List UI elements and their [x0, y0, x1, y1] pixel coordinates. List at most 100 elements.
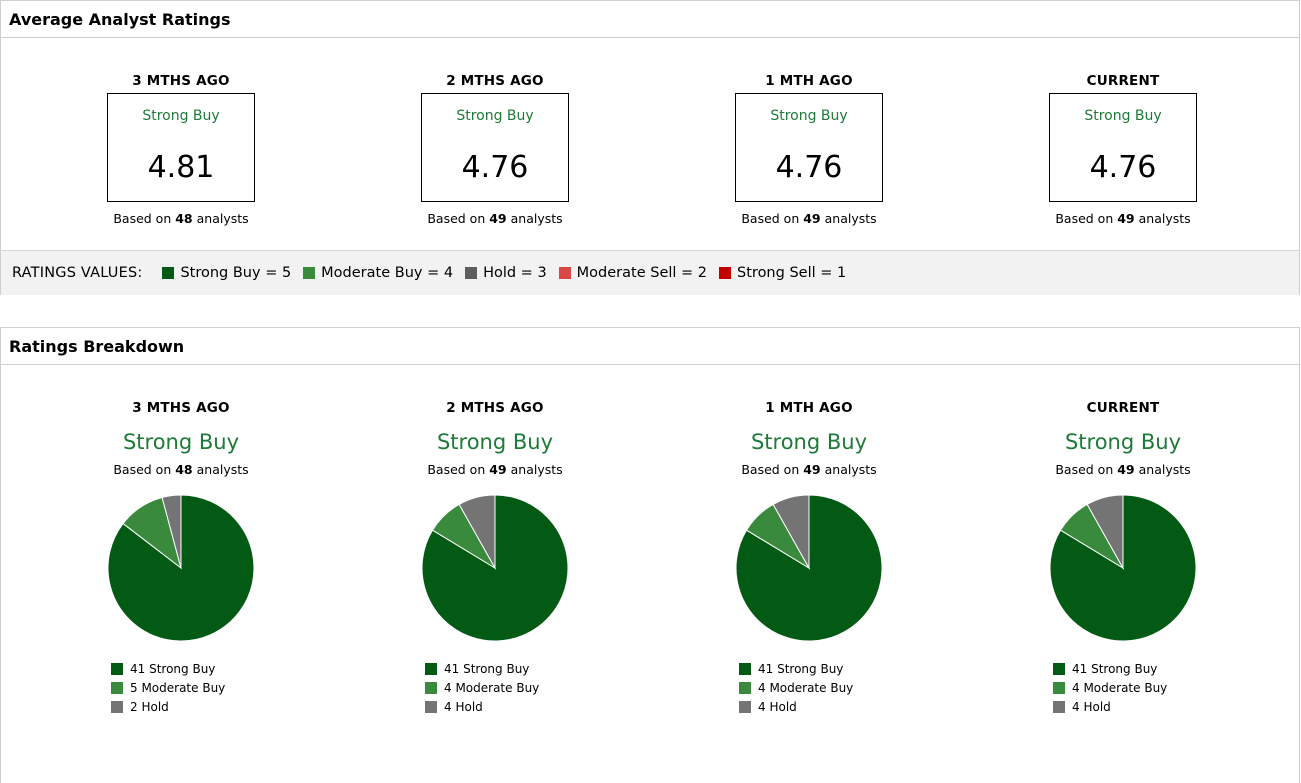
ratings-values-legend: RATINGS VALUES: Strong Buy = 5 Moderate … — [1, 250, 1299, 295]
based-on-text: Based on 49 analysts — [741, 211, 877, 226]
pie-legend-item: 5 Moderate Buy — [111, 678, 241, 697]
pie-legend: 41 Strong Buy 4 Moderate Buy 4 Hold — [1053, 659, 1183, 716]
rating-label: Strong Buy — [770, 108, 848, 124]
pie-legend: 41 Strong Buy 4 Moderate Buy 4 Hold — [425, 659, 555, 716]
ratings-breakdown-panel: Ratings Breakdown 3 MTHS AGO Strong Buy … — [0, 327, 1300, 783]
based-on-text: Based on 49 analysts — [1055, 211, 1191, 226]
pie-legend: 41 Strong Buy 5 Moderate Buy 2 Hold — [111, 659, 241, 716]
rating-box: Strong Buy 4.76 — [421, 93, 569, 202]
legend-swatch — [719, 267, 732, 279]
pie-legend-item: 4 Moderate Buy — [739, 678, 869, 697]
pie-legend-item: 4 Moderate Buy — [1053, 678, 1183, 697]
rating-label: Strong Buy — [456, 108, 534, 124]
analyst-count: 49 — [1117, 211, 1135, 226]
avg-period-col-3: CURRENT Strong Buy 4.76 Based on 49 anal… — [1003, 73, 1243, 226]
legend-swatch — [465, 267, 478, 279]
analyst-count: 49 — [489, 211, 507, 226]
based-on-text: Based on 49 analysts — [1055, 462, 1191, 477]
pie-slice-hold — [161, 494, 182, 569]
analyst-count: 48 — [175, 211, 193, 226]
rating-box: Strong Buy 4.81 — [107, 93, 255, 202]
legend-swatch — [111, 700, 123, 713]
legend-swatch — [739, 662, 751, 675]
period-title: CURRENT — [1086, 73, 1160, 89]
pie-legend-item: 4 Hold — [1053, 697, 1183, 716]
avg-period-col-2: 1 MTH AGO Strong Buy 4.76 Based on 49 an… — [689, 73, 929, 226]
pie-legend-item: 41 Strong Buy — [739, 659, 869, 678]
breakdown-col-0: 3 MTHS AGO Strong Buy Based on 48 analys… — [61, 400, 301, 716]
rating-box: Strong Buy 4.76 — [1049, 93, 1197, 202]
legend-swatch — [739, 681, 751, 694]
breakdown-col-2: 1 MTH AGO Strong Buy Based on 49 analyst… — [689, 400, 929, 716]
based-on-text: Based on 48 analysts — [113, 211, 249, 226]
pie-legend-item: 4 Moderate Buy — [425, 678, 555, 697]
rating-label: Strong Buy — [1084, 108, 1162, 124]
legend-swatch — [303, 267, 316, 279]
period-title: 1 MTH AGO — [765, 73, 853, 89]
analyst-count: 49 — [489, 462, 507, 477]
pie-legend-item: 4 Hold — [425, 697, 555, 716]
analyst-count: 49 — [803, 462, 821, 477]
pie-legend: 41 Strong Buy 4 Moderate Buy 4 Hold — [739, 659, 869, 716]
rating-value: 4.76 — [1089, 150, 1157, 185]
breakdown-rating: Strong Buy — [122, 430, 240, 454]
breakdown-rating: Strong Buy — [436, 430, 554, 454]
pie-chart-container — [1048, 493, 1198, 643]
avg-period-col-1: 2 MTHS AGO Strong Buy 4.76 Based on 49 a… — [375, 73, 615, 226]
average-ratings-panel: Average Analyst Ratings 3 MTHS AGO Stron… — [0, 0, 1300, 295]
period-title: CURRENT — [1086, 400, 1160, 416]
pie-legend-item: 4 Hold — [739, 697, 869, 716]
pie-legend-item: 41 Strong Buy — [425, 659, 555, 678]
legend-item-hold: Hold = 3 — [465, 265, 547, 281]
legend-swatch — [111, 681, 123, 694]
pie-legend-item: 41 Strong Buy — [1053, 659, 1183, 678]
pie-legend-item: 2 Hold — [111, 697, 241, 716]
based-on-text: Based on 49 analysts — [427, 462, 563, 477]
legend-swatch — [425, 662, 437, 675]
period-title: 2 MTHS AGO — [446, 73, 544, 89]
breakdown-rating: Strong Buy — [1064, 430, 1182, 454]
pie-slice-hold — [458, 494, 496, 570]
pie-slice-hold — [1086, 494, 1124, 570]
legend-swatch — [1053, 700, 1065, 713]
legend-swatch — [425, 700, 437, 713]
ratings-breakdown-title: Ratings Breakdown — [1, 328, 1299, 365]
legend-item-moderate-buy: Moderate Buy = 4 — [303, 265, 453, 281]
legend-item-strong-buy: Strong Buy = 5 — [162, 265, 291, 281]
avg-period-col-0: 3 MTHS AGO Strong Buy 4.81 Based on 48 a… — [61, 73, 301, 226]
legend-swatch — [739, 700, 751, 713]
rating-value: 4.76 — [775, 150, 843, 185]
analyst-count: 49 — [1117, 462, 1135, 477]
legend-swatch — [558, 267, 571, 279]
analyst-count: 48 — [175, 462, 193, 477]
legend-swatch — [162, 267, 175, 279]
pie-slice-hold — [772, 494, 810, 570]
period-title: 1 MTH AGO — [765, 400, 853, 416]
rating-box: Strong Buy 4.76 — [735, 93, 883, 202]
legend-swatch — [1053, 681, 1065, 694]
period-title: 3 MTHS AGO — [132, 73, 230, 89]
legend-swatch — [425, 681, 437, 694]
rating-value: 4.81 — [147, 150, 215, 185]
based-on-text: Based on 48 analysts — [113, 462, 249, 477]
ratings-values-title: RATINGS VALUES: — [12, 265, 143, 281]
pie-chart — [735, 494, 883, 642]
based-on-text: Based on 49 analysts — [741, 462, 877, 477]
analyst-count: 49 — [803, 211, 821, 226]
rating-value: 4.76 — [461, 150, 529, 185]
pie-chart — [421, 494, 569, 642]
pie-chart — [1049, 494, 1197, 642]
legend-swatch — [1053, 662, 1065, 675]
based-on-text: Based on 49 analysts — [427, 211, 563, 226]
pie-chart-container — [106, 493, 256, 643]
legend-swatch — [111, 662, 123, 675]
pie-chart-container — [734, 493, 884, 643]
legend-item-moderate-sell: Moderate Sell = 2 — [558, 265, 707, 281]
rating-label: Strong Buy — [142, 108, 220, 124]
pie-legend-item: 41 Strong Buy — [111, 659, 241, 678]
period-title: 3 MTHS AGO — [132, 400, 230, 416]
breakdown-col-1: 2 MTHS AGO Strong Buy Based on 49 analys… — [375, 400, 615, 716]
pie-chart-container — [420, 493, 570, 643]
pie-chart — [107, 494, 255, 642]
average-ratings-title: Average Analyst Ratings — [1, 1, 1299, 38]
